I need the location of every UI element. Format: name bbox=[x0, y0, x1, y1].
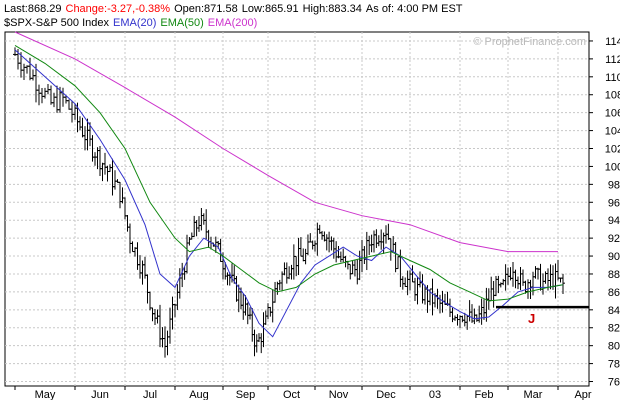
y-tick-label: 1080 bbox=[605, 90, 620, 102]
x-tick-label: Aug bbox=[189, 389, 209, 400]
y-tick-label: 780 bbox=[608, 359, 620, 371]
price-bar bbox=[561, 273, 565, 294]
y-tick-label: 840 bbox=[608, 305, 620, 317]
quote-field-5: As of: 4:00 PM EST bbox=[366, 3, 463, 15]
x-tick-label: Feb bbox=[475, 389, 494, 400]
x-tick-label: Jul bbox=[143, 389, 157, 400]
quote-field-4: High:883.34 bbox=[303, 3, 362, 15]
watermark: © ProphetFinance.com bbox=[473, 36, 586, 48]
y-tick-label: 1020 bbox=[605, 144, 620, 156]
quote-field-2: Open:871.58 bbox=[174, 3, 238, 15]
y-tick-label: 880 bbox=[608, 269, 620, 281]
plot-area bbox=[4, 31, 590, 387]
y-tick-label: 980 bbox=[608, 179, 620, 191]
price-bars bbox=[13, 47, 565, 358]
y-tick-label: 1000 bbox=[605, 161, 620, 173]
y-tick-label: 1120 bbox=[605, 54, 620, 66]
y-tick-label: 1140 bbox=[605, 36, 620, 48]
annotation-label: J bbox=[528, 311, 535, 326]
quote-field-0: Last:868.29 bbox=[4, 3, 62, 15]
y-axis: 760 780 800 820 840 860 880 900 920 940 960 980 1000… bbox=[589, 36, 620, 389]
quote-field-3: Low:865.91 bbox=[242, 3, 299, 15]
y-tick-label: 820 bbox=[608, 323, 620, 335]
legend-line: $SPX-S&P 500 Index EMA(20) EMA(50) EMA(200) bbox=[4, 17, 257, 29]
ema-line-ema50 bbox=[14, 44, 564, 302]
grid-horizontal bbox=[5, 40, 589, 383]
y-tick-label: 960 bbox=[608, 197, 620, 209]
ema-lines bbox=[14, 31, 564, 338]
quote-line: Last:868.29 Change:-3.27,-0.38% Open:871.5… bbox=[4, 3, 463, 15]
y-tick-label: 1060 bbox=[605, 108, 620, 120]
y-tick-label: 900 bbox=[608, 251, 620, 263]
y-tick-label: 920 bbox=[608, 233, 620, 245]
x-axis: May Jun Jul Aug Sep Oct Nov Dec 03 Feb Mar Apr bbox=[14, 386, 592, 400]
y-tick-label: 1040 bbox=[605, 126, 620, 138]
legend-entry-2: EMA(50) bbox=[160, 17, 203, 29]
x-tick-label: Jun bbox=[91, 389, 109, 400]
x-tick-label: May bbox=[35, 389, 56, 400]
y-tick-label: 800 bbox=[608, 341, 620, 353]
y-tick-label: 860 bbox=[608, 287, 620, 299]
x-tick-label: Sep bbox=[236, 389, 256, 400]
quote-field-1: Change:-3.27,-0.38% bbox=[66, 3, 171, 15]
x-tick-label: Apr bbox=[574, 389, 591, 400]
x-tick-label: Mar bbox=[524, 389, 543, 400]
x-tick-label: Oct bbox=[283, 389, 300, 400]
x-tick-label: Nov bbox=[329, 389, 349, 400]
legend-entry-0: $SPX-S&P 500 Index bbox=[4, 17, 109, 29]
y-tick-label: 760 bbox=[608, 377, 620, 389]
y-tick-label: 940 bbox=[608, 215, 620, 227]
ema-line-ema20 bbox=[14, 49, 564, 338]
legend-entry-1: EMA(20) bbox=[113, 17, 156, 29]
x-tick-label: Dec bbox=[376, 389, 396, 400]
x-tick-label: 03 bbox=[429, 389, 441, 400]
annotation: J bbox=[496, 305, 589, 326]
ema-line-ema200 bbox=[14, 31, 558, 253]
legend-entry-3: EMA(200) bbox=[208, 17, 258, 29]
y-tick-label: 1100 bbox=[605, 72, 620, 84]
